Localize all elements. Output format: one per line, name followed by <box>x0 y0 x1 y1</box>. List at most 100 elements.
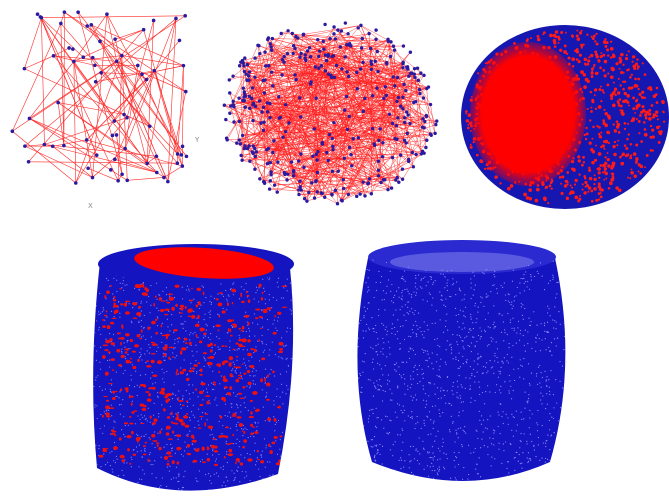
node <box>494 360 496 362</box>
node <box>490 367 492 369</box>
node <box>143 473 145 475</box>
edge-speck <box>250 423 254 427</box>
node <box>290 299 292 301</box>
edge-dot <box>610 177 615 182</box>
node <box>279 484 281 486</box>
node <box>508 301 511 304</box>
node <box>434 338 436 341</box>
edge-dot <box>582 155 585 159</box>
node <box>409 483 410 484</box>
node <box>116 458 118 460</box>
node <box>569 310 570 311</box>
node <box>420 125 425 129</box>
node <box>90 437 91 438</box>
node <box>419 152 424 156</box>
edge-dot <box>594 53 599 57</box>
node <box>286 278 288 280</box>
node <box>238 142 243 146</box>
edge-dot <box>643 73 647 76</box>
node <box>281 431 284 433</box>
edge-speck <box>191 439 197 443</box>
node <box>144 353 146 355</box>
node <box>424 393 427 395</box>
node <box>299 476 300 477</box>
node <box>263 349 266 351</box>
node <box>388 380 391 382</box>
node <box>248 327 250 329</box>
node <box>212 436 215 438</box>
node <box>292 332 294 334</box>
node <box>567 478 568 479</box>
node <box>541 493 542 494</box>
node <box>352 322 353 323</box>
node <box>529 433 531 435</box>
node <box>508 390 510 392</box>
node <box>354 416 355 417</box>
edge-dot <box>587 59 591 63</box>
node <box>456 321 459 323</box>
node <box>313 65 318 69</box>
node <box>251 144 255 148</box>
node <box>524 471 526 473</box>
node <box>400 409 402 412</box>
node <box>362 337 365 339</box>
node <box>473 289 475 291</box>
node <box>108 418 110 420</box>
node <box>86 166 90 171</box>
node <box>412 378 414 380</box>
edge-dot <box>593 34 596 38</box>
node <box>140 300 142 302</box>
node <box>521 462 523 464</box>
node <box>217 489 219 491</box>
node <box>376 362 379 364</box>
node <box>109 483 111 485</box>
node <box>417 450 419 452</box>
node <box>523 274 525 276</box>
node <box>536 422 538 424</box>
node <box>413 313 415 315</box>
node <box>529 458 531 460</box>
node <box>350 342 351 343</box>
edge-dot <box>607 131 611 135</box>
node <box>110 391 113 393</box>
edge-speck <box>145 360 150 362</box>
edge-dot <box>590 35 593 38</box>
node <box>235 442 237 445</box>
node <box>113 277 115 279</box>
node <box>355 194 359 199</box>
node <box>243 402 245 404</box>
node <box>226 309 228 311</box>
node <box>273 319 275 321</box>
edge-dot <box>583 57 588 62</box>
node <box>527 397 530 400</box>
edge-speck <box>167 398 170 402</box>
node <box>257 43 261 48</box>
node <box>271 479 273 481</box>
node <box>450 352 453 354</box>
node <box>387 433 390 435</box>
node <box>234 371 236 373</box>
node <box>269 173 273 177</box>
node <box>240 486 242 489</box>
node <box>235 141 239 145</box>
node <box>444 287 446 289</box>
edge-dot <box>557 37 561 41</box>
node <box>123 474 125 476</box>
edge-dot <box>592 66 595 68</box>
node <box>232 361 234 363</box>
node <box>429 456 431 459</box>
node <box>373 382 375 384</box>
node <box>408 293 410 295</box>
node <box>415 423 417 425</box>
node <box>442 441 444 444</box>
edge-dot <box>580 70 584 75</box>
node <box>530 276 532 278</box>
node <box>332 75 337 80</box>
node <box>486 296 488 298</box>
node <box>359 291 362 293</box>
edge-dot <box>583 85 587 90</box>
node <box>236 438 238 440</box>
node <box>299 478 300 479</box>
node <box>330 136 334 141</box>
node <box>116 478 118 480</box>
